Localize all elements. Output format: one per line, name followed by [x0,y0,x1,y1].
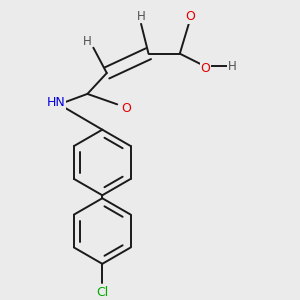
Text: H: H [83,35,92,48]
Text: HN: HN [47,96,65,110]
Text: Cl: Cl [96,286,108,299]
Text: O: O [121,102,131,115]
Text: H: H [137,10,146,23]
Text: O: O [200,62,210,75]
Text: O: O [185,10,195,23]
Text: H: H [228,60,236,73]
